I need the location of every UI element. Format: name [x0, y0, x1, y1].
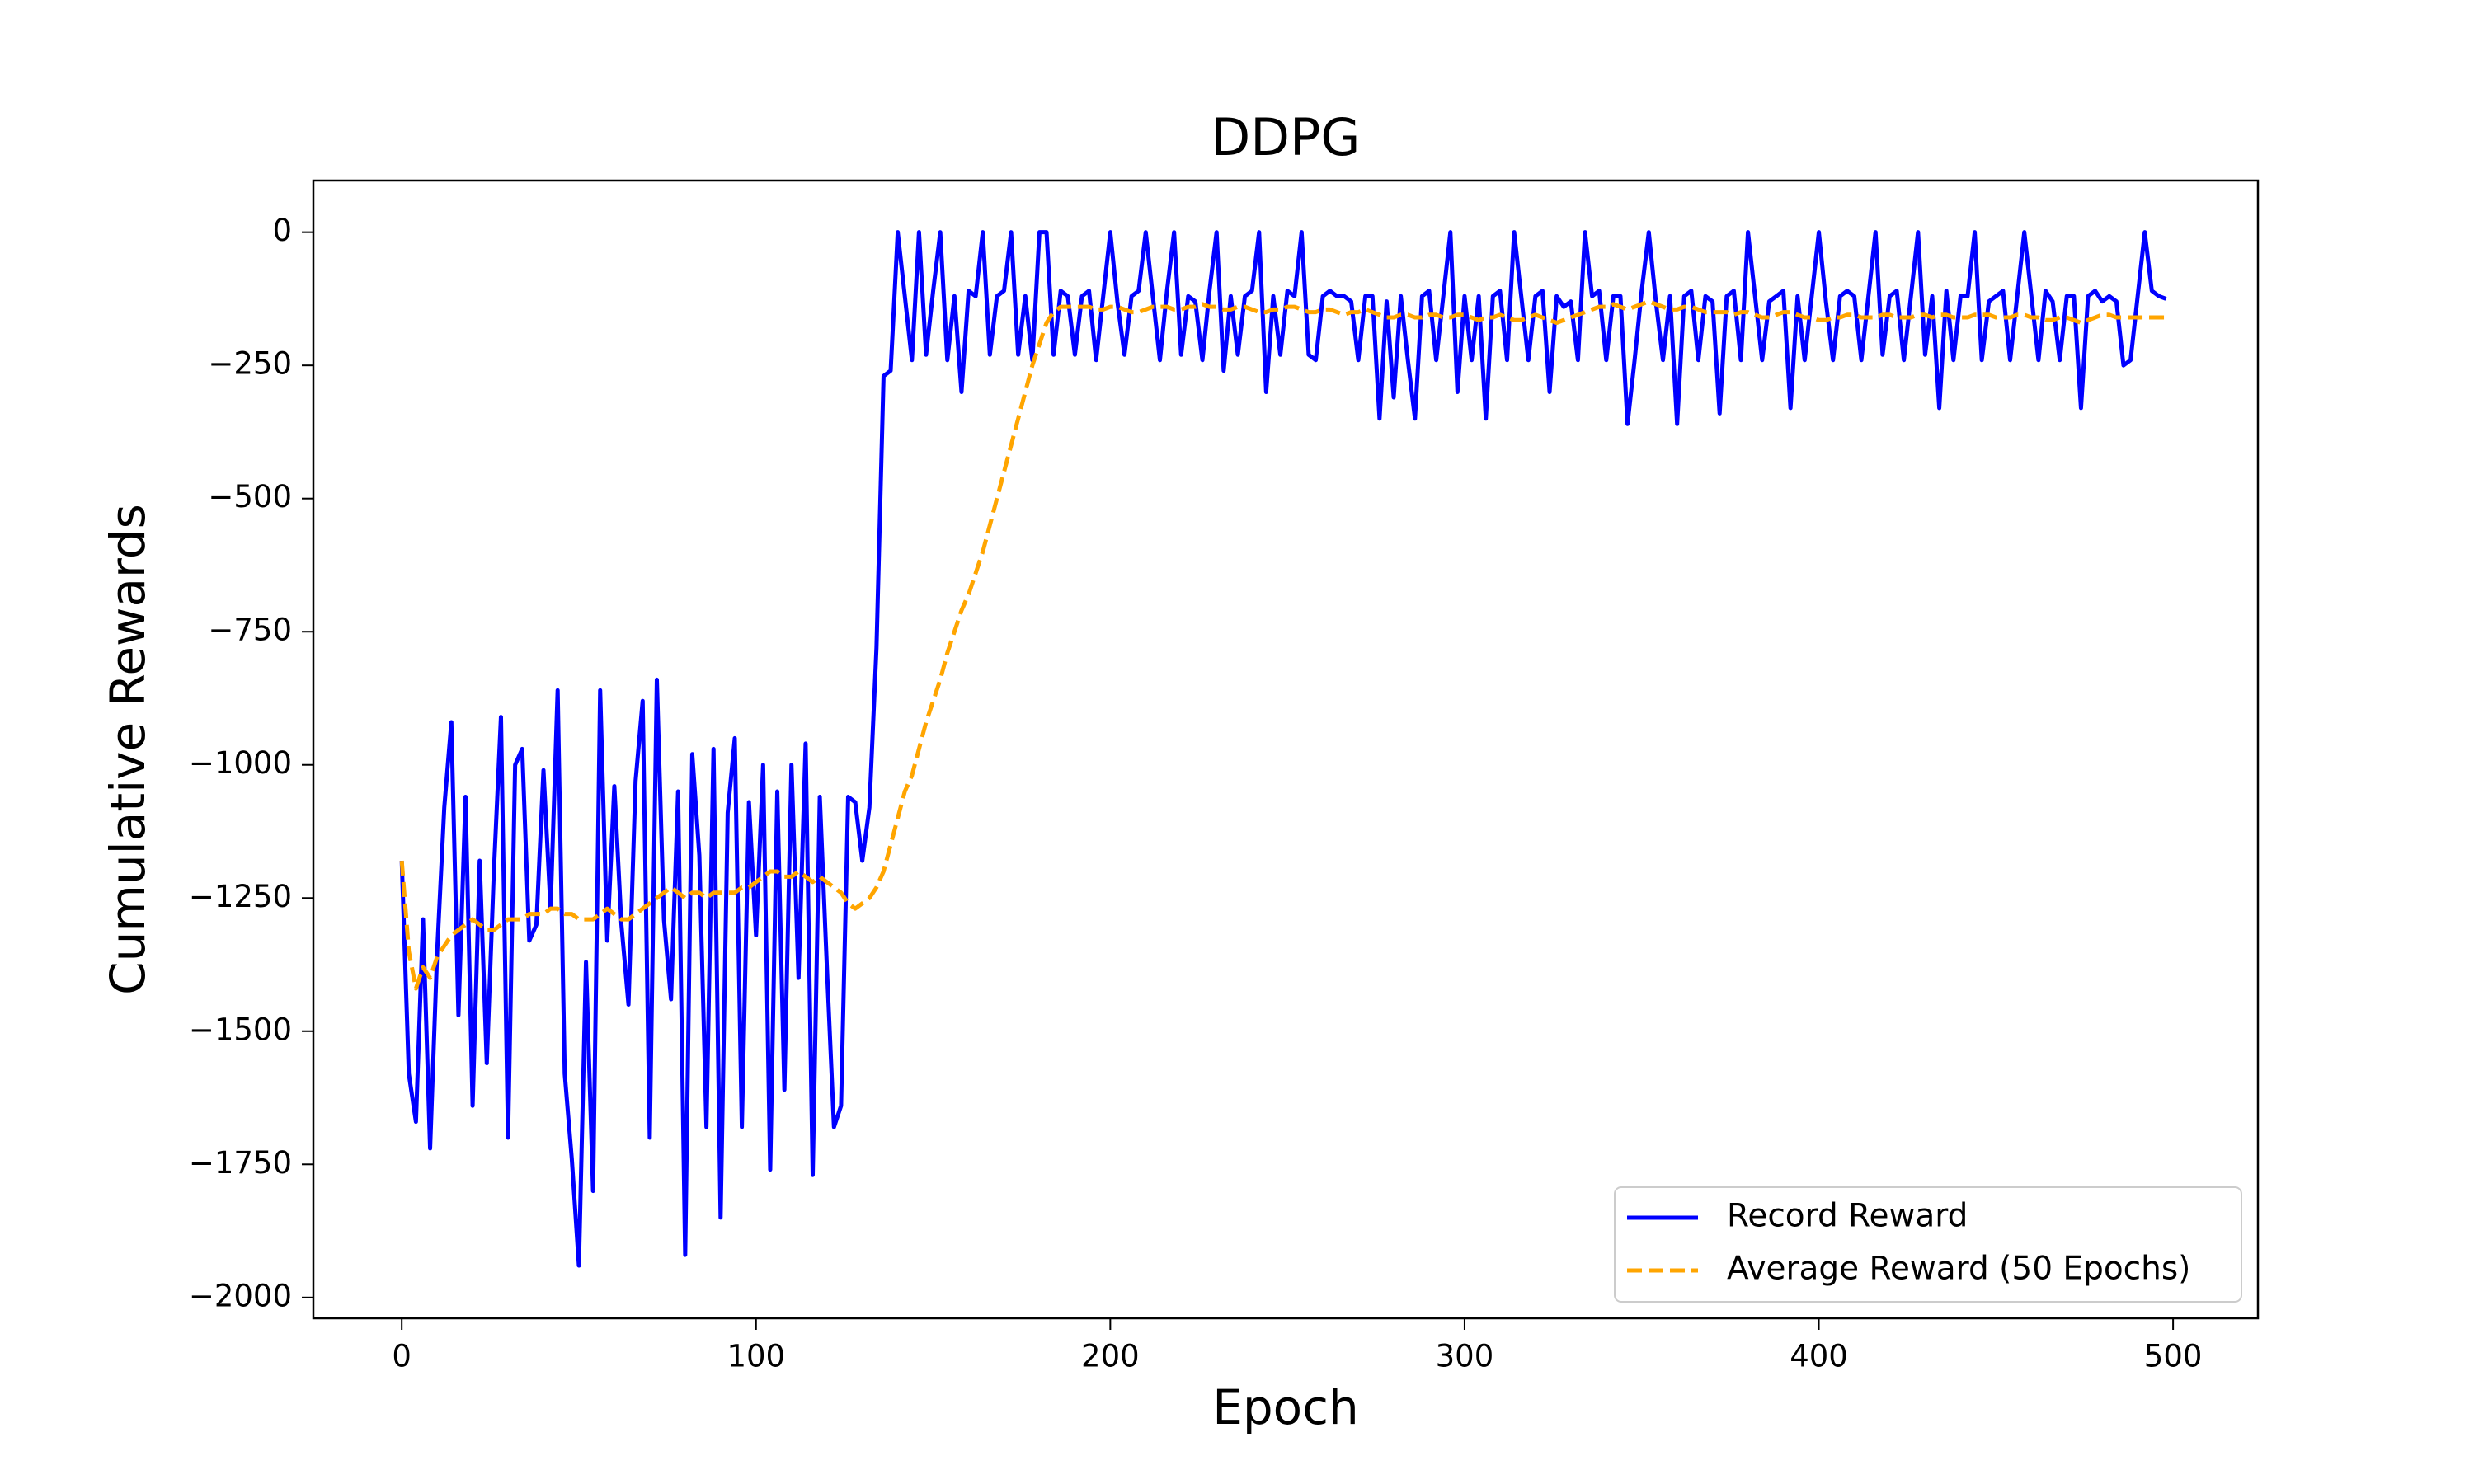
legend-label: Record Reward [1727, 1198, 1968, 1235]
chart-title: DDPG [1211, 107, 1361, 167]
x-tick-label: 300 [1436, 1339, 1494, 1374]
legend-box [1614, 1186, 2242, 1303]
y-tick-label: −1500 [189, 1012, 292, 1047]
y-tick-label: −250 [208, 346, 292, 382]
y-tick-label: 0 [272, 213, 292, 248]
x-tick-label: 100 [727, 1339, 785, 1374]
x-tick-label: 200 [1081, 1339, 1140, 1374]
y-tick-label: −750 [208, 613, 292, 648]
x-tick-label: 0 [392, 1339, 412, 1374]
plot-frame [312, 179, 2260, 1320]
y-tick-label: −500 [208, 479, 292, 514]
series-line [399, 230, 2167, 1268]
y-axis-label: Cumulative Rewards [100, 504, 156, 995]
y-tick-label: −1750 [189, 1145, 292, 1181]
x-axis-label: Epoch [1212, 1379, 1359, 1435]
x-tick-label: 400 [1790, 1339, 1848, 1374]
y-tick-label: −1250 [189, 879, 292, 914]
x-tick-label: 500 [2144, 1339, 2203, 1374]
y-tick-label: −2000 [189, 1278, 292, 1313]
y-tick-label: −1000 [189, 745, 292, 781]
series-line [399, 299, 2166, 991]
legend-label: Average Reward (50 Epochs) [1727, 1251, 2190, 1288]
